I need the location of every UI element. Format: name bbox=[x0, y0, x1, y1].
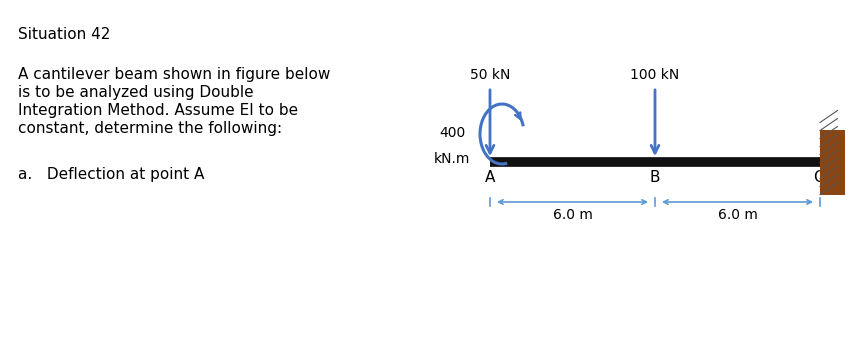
Text: A cantilever beam shown in figure below: A cantilever beam shown in figure below bbox=[18, 67, 330, 82]
Text: 50 kN: 50 kN bbox=[469, 68, 510, 82]
Text: Integration Method. Assume EI to be: Integration Method. Assume EI to be bbox=[18, 103, 298, 118]
Text: is to be analyzed using Double: is to be analyzed using Double bbox=[18, 85, 254, 100]
Text: a.   Deflection at point A: a. Deflection at point A bbox=[18, 167, 205, 182]
Text: 400: 400 bbox=[439, 126, 465, 140]
Text: 6.0 m: 6.0 m bbox=[553, 208, 593, 222]
Text: A: A bbox=[485, 170, 495, 185]
Text: 100 kN: 100 kN bbox=[630, 68, 680, 82]
Text: 6.0 m: 6.0 m bbox=[717, 208, 757, 222]
Text: constant, determine the following:: constant, determine the following: bbox=[18, 121, 282, 136]
Text: B: B bbox=[649, 170, 661, 185]
Text: Situation 42: Situation 42 bbox=[18, 27, 110, 42]
Text: C: C bbox=[812, 170, 824, 185]
Text: kN.m: kN.m bbox=[434, 152, 470, 166]
Bar bbox=[820, 130, 845, 195]
